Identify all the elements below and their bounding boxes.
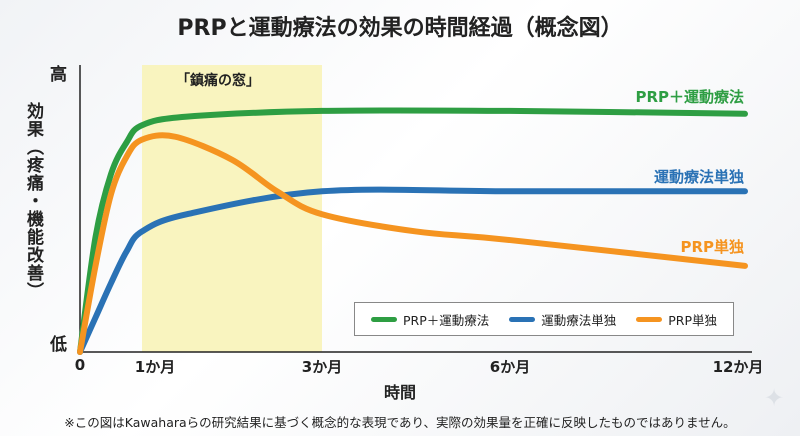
- x-axis-label: 時間: [383, 383, 417, 402]
- legend-item-exercise: 運動療法単独: [509, 310, 616, 329]
- chart-title: PRPと運動療法の効果の時間経過（概念図）: [177, 16, 623, 41]
- analgesic-window-region: [142, 65, 322, 352]
- legend-swatch: [370, 316, 397, 322]
- legend-swatch: [636, 316, 663, 322]
- series-line-prp-exercise: [77, 107, 748, 355]
- legend-item-prp: PRP単独: [636, 310, 717, 329]
- y-tick-high: 高: [50, 65, 67, 85]
- x-tick-6m: 6か月: [489, 358, 531, 376]
- legend-label: PRP＋運動療法: [402, 312, 490, 328]
- series-line-prp: [77, 132, 748, 355]
- legend-label: PRP単独: [668, 312, 717, 328]
- sparkle-icon: ✦: [764, 384, 785, 412]
- series-end-label-prp-exercise: PRP＋運動療法: [635, 88, 744, 106]
- x-tick-1m: 1か月: [134, 358, 176, 376]
- legend-swatch: [509, 316, 536, 322]
- series-end-label-prp: PRP単独: [680, 238, 744, 256]
- x-tick-3m: 3か月: [301, 358, 343, 376]
- series-line-exercise: [77, 186, 748, 355]
- legend: PRP＋運動療法 運動療法単独 PRP単独: [354, 302, 734, 336]
- legend-label: 運動療法単独: [541, 312, 617, 328]
- analgesic-window-label: 「鎮痛の窓」: [176, 73, 260, 89]
- legend-item-prp-exercise: PRP＋運動療法: [370, 310, 490, 329]
- y-axis-label: 効果（疼痛・機能改善）: [23, 102, 43, 300]
- footnote: ※この図はKawaharaらの研究結果に基づく概念的な表現であり、実際の効果量を…: [64, 415, 736, 430]
- x-tick-0: 0: [74, 356, 86, 374]
- y-tick-low: 低: [50, 335, 67, 355]
- series-end-label-exercise: 運動療法単独: [653, 168, 744, 186]
- x-tick-12m: 12か月: [712, 358, 764, 376]
